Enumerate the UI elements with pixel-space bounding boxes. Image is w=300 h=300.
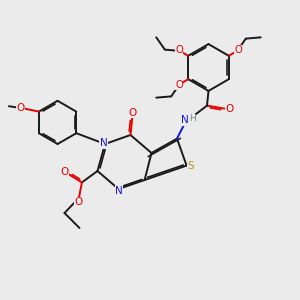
Text: N: N bbox=[181, 115, 189, 125]
Text: H: H bbox=[189, 114, 195, 123]
Text: O: O bbox=[225, 104, 233, 114]
Text: O: O bbox=[75, 197, 83, 207]
Text: O: O bbox=[175, 46, 183, 56]
Text: O: O bbox=[60, 167, 68, 177]
Text: O: O bbox=[16, 103, 24, 113]
Text: O: O bbox=[175, 80, 183, 89]
Text: N: N bbox=[100, 138, 107, 148]
Text: O: O bbox=[234, 46, 242, 56]
Text: N: N bbox=[115, 185, 123, 196]
Text: O: O bbox=[129, 107, 137, 118]
Text: S: S bbox=[188, 160, 194, 171]
